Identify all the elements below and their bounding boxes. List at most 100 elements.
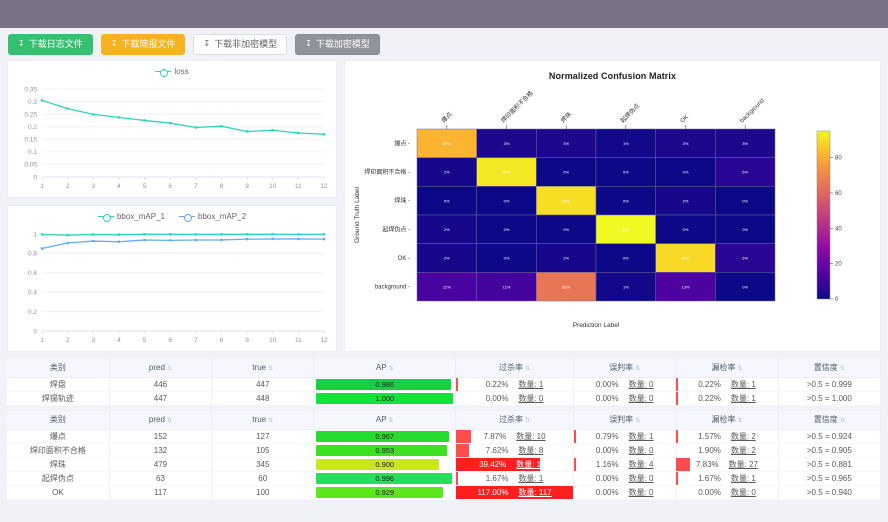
svg-text:Prediction Label: Prediction Label — [573, 322, 620, 329]
table-row[interactable]: 焊盘 446 447 0.986 0.22% 数量: 1 0.00% 数量: 0 0.22% 数量… — [7, 377, 882, 391]
rate-value: 0.22% — [698, 393, 721, 403]
cell-conf: >0.5 = 0.881 — [778, 457, 882, 472]
cell-over: 0.00% 数量: 0 — [455, 391, 575, 405]
cell-ap: 0.900 — [313, 457, 457, 472]
svg-text:1: 1 — [40, 183, 44, 190]
download-brief-file-label: 下载简报文件 — [121, 38, 176, 49]
cell-over: 39.42% 数量: 136 — [455, 457, 575, 472]
top-bar — [0, 0, 888, 28]
svg-text:6: 6 — [168, 337, 172, 344]
download-log-file-button[interactable]: ↧ 下载日志文件 — [8, 33, 93, 55]
cell-leak: 1.67% 数量: 1 — [675, 471, 779, 486]
sort-icon[interactable]: ⇅ — [166, 365, 172, 372]
rate-value: 7.62% — [485, 446, 509, 455]
rate-count: 数量: 1 — [730, 379, 756, 389]
map-chart-card: bbox_mAP_1 bbox_mAP_2 0 0.2 0.4 0.6 0.8 1 1 2 3 4 5… — [7, 205, 337, 352]
table-row[interactable]: 焊珠 479 345 0.900 39.42% 数量: 136 1.16% 数量: 4 7.83… — [7, 457, 882, 472]
column-header-mis[interactable]: 误判率 ⇅ — [573, 358, 677, 378]
sort-icon[interactable]: ⇅ — [525, 365, 531, 372]
column-header-label-ap: AP — [375, 415, 387, 425]
sort-icon[interactable]: ⇅ — [166, 418, 172, 425]
rate-count: 数量: 136 — [516, 460, 551, 469]
column-header-ap[interactable]: AP ⇅ — [313, 358, 457, 378]
left-column: loss 0 0.05 0.1 0.15 0.2 0.25 0.3 0.35 1 2 3 4 5 6 7 8 9… — [7, 60, 337, 352]
svg-text:5: 5 — [143, 337, 147, 344]
svg-text:89%: 89% — [681, 256, 689, 261]
ap-bar — [316, 473, 453, 484]
ap-value: 0.996 — [375, 474, 395, 483]
column-header-label-mis: 误判率 — [609, 415, 634, 425]
table-row[interactable]: OK 117 100 0.929 117.00% 数量: 117 0.00% 数量: 0 0.0… — [7, 485, 882, 500]
svg-text:60: 60 — [835, 191, 842, 197]
sort-icon[interactable]: ⇅ — [635, 365, 641, 372]
svg-text:12: 12 — [320, 337, 328, 344]
rate-value: 1.16% — [595, 460, 619, 469]
column-header-conf[interactable]: 置信度 ⇅ — [778, 410, 882, 430]
cell-conf: >0.5 = 0.905 — [778, 443, 882, 458]
sort-icon[interactable]: ⇅ — [839, 418, 845, 425]
svg-text:90%: 90% — [562, 198, 570, 203]
download-brief-file-button[interactable]: ↧ 下载简报文件 — [100, 33, 186, 55]
column-header-pred[interactable]: pred ⇅ — [109, 358, 213, 378]
sort-icon[interactable]: ⇅ — [737, 418, 743, 425]
svg-text:3%: 3% — [504, 141, 510, 146]
column-header-leak[interactable]: 漏检率 ⇅ — [675, 358, 779, 378]
download-encrypted-model-button[interactable]: ↧ 下载加密模型 — [295, 33, 380, 55]
sort-icon[interactable]: ⇅ — [635, 418, 641, 425]
column-header-conf[interactable]: 置信度 ⇅ — [778, 358, 882, 378]
cell-mis: 0.00% 数量: 0 — [573, 391, 677, 405]
svg-text:0: 0 — [33, 174, 37, 181]
table-row[interactable]: 焊锡轨迹 447 448 1.000 0.00% 数量: 0 0.00% 数量: 0 0.22%… — [7, 391, 882, 405]
sort-icon[interactable]: ⇅ — [388, 418, 394, 425]
column-header-label-over: 过杀率 — [499, 415, 524, 425]
svg-text:起焊伪点: 起焊伪点 — [619, 102, 642, 125]
rate-count: 数量: 1 — [730, 474, 756, 483]
ap-bar — [316, 459, 440, 470]
legend-label: bbox_mAP_1 — [116, 212, 165, 221]
confusion-matrix-card: Normalized Confusion Matrix 82% 3% 3% 1% 3% 3… — [344, 60, 881, 352]
cell-true: 100 — [211, 485, 315, 500]
legend-item[interactable]: loss — [155, 67, 189, 77]
cell-mis: 0.00% 数量: 0 — [573, 485, 677, 500]
legend-label: bbox_mAP_2 — [198, 212, 247, 221]
svg-text:2%: 2% — [683, 198, 689, 203]
cell-over: 117.00% 数量: 117 — [455, 485, 575, 500]
legend-item[interactable]: bbox_mAP_2 — [179, 212, 247, 222]
cell-conf: >0.5 = 1.000 — [778, 391, 882, 405]
sort-icon[interactable]: ⇅ — [268, 418, 274, 425]
svg-text:11: 11 — [295, 337, 302, 344]
cell-leak: 0.22% 数量: 1 — [675, 391, 779, 405]
rate-bar — [456, 430, 472, 443]
sort-icon[interactable]: ⇅ — [388, 365, 394, 372]
svg-text:9: 9 — [245, 183, 249, 190]
svg-text:12%: 12% — [443, 284, 451, 289]
loss-legend: loss — [8, 67, 336, 77]
cell-over: 7.87% 数量: 10 — [455, 429, 575, 444]
column-header-over[interactable]: 过杀率 ⇅ — [455, 410, 575, 430]
column-header-leak[interactable]: 漏检率 ⇅ — [675, 410, 779, 430]
rate-bar — [574, 430, 577, 443]
download-unencrypted-model-button[interactable]: ↧ 下载非加密模型 — [193, 33, 288, 55]
cell-pred: 152 — [109, 429, 213, 444]
svg-text:0%: 0% — [742, 284, 748, 289]
column-header-pred[interactable]: pred ⇅ — [109, 410, 213, 430]
table-row[interactable]: 爆点 152 127 0.967 7.87% 数量: 10 0.79% 数量: 1 1.57% 数… — [7, 429, 882, 444]
column-header-true[interactable]: true ⇅ — [211, 358, 315, 378]
sort-icon[interactable]: ⇅ — [839, 365, 845, 372]
column-header-over[interactable]: 过杀率 ⇅ — [455, 358, 575, 378]
svg-text:1: 1 — [33, 231, 37, 238]
sort-icon[interactable]: ⇅ — [268, 365, 274, 372]
svg-text:2%: 2% — [563, 256, 569, 261]
sort-icon[interactable]: ⇅ — [525, 418, 531, 425]
rate-count: 数量: 0 — [628, 488, 654, 497]
legend-item[interactable]: bbox_mAP_1 — [97, 212, 165, 222]
column-header-ap[interactable]: AP ⇅ — [313, 410, 457, 430]
column-header-label-leak: 漏检率 — [711, 362, 736, 372]
sort-icon[interactable]: ⇅ — [737, 365, 743, 372]
table-row[interactable]: 焊印面积不合格 132 105 0.953 7.62% 数量: 8 0.00% 数量: 0 1.… — [7, 443, 882, 458]
column-header-true[interactable]: true ⇅ — [211, 410, 315, 430]
rate-count: 数量: 10 — [516, 432, 546, 441]
cell-cls: 焊锡轨迹 — [7, 391, 110, 405]
column-header-mis[interactable]: 误判率 ⇅ — [573, 410, 677, 430]
table-row[interactable]: 起焊伪点 63 60 0.996 1.67% 数量: 1 0.00% 数量: 0 1.67% 数量… — [7, 471, 882, 486]
